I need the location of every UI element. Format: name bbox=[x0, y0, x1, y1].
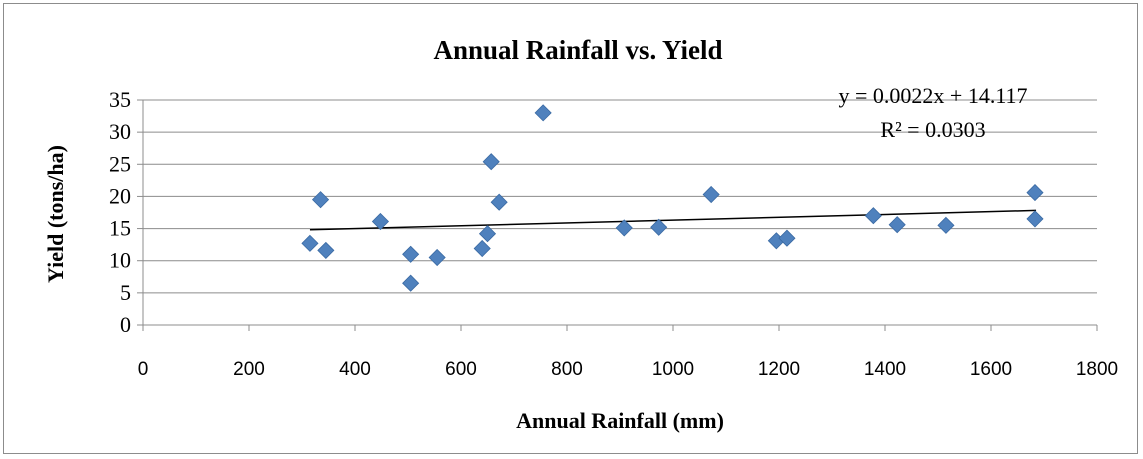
x-tick-label: 200 bbox=[233, 359, 265, 380]
data-point bbox=[402, 245, 420, 263]
x-tick-label: 400 bbox=[339, 359, 371, 380]
trendline-equation: y = 0.0022x + 14.117 bbox=[839, 83, 1028, 108]
x-tick-label: 1800 bbox=[1076, 359, 1118, 380]
axes bbox=[137, 99, 1098, 331]
x-tick-label: 1000 bbox=[652, 359, 694, 380]
data-point bbox=[371, 212, 390, 231]
trendline-group bbox=[309, 209, 1037, 231]
x-tick-label: 600 bbox=[445, 359, 477, 380]
data-point bbox=[864, 207, 882, 225]
data-point bbox=[317, 241, 335, 259]
data-point bbox=[1026, 184, 1044, 202]
data-point bbox=[650, 218, 668, 236]
data-point bbox=[482, 153, 500, 171]
x-tick-label: 1600 bbox=[970, 359, 1012, 380]
data-point bbox=[490, 193, 508, 211]
data-point bbox=[311, 191, 330, 209]
data-point bbox=[478, 225, 497, 243]
data-point bbox=[428, 248, 446, 267]
chart-title: Annual Rainfall vs. Yield bbox=[433, 35, 722, 65]
x-tick-label: 0 bbox=[138, 359, 149, 380]
y-axis-title: Yield (tons/ha) bbox=[43, 145, 68, 283]
r-squared-label: R² = 0.0303 bbox=[880, 117, 985, 142]
gridlines bbox=[143, 99, 1097, 294]
y-tick-label: 15 bbox=[109, 216, 131, 241]
data-point bbox=[888, 216, 906, 234]
x-tick-label: 1200 bbox=[758, 359, 800, 380]
x-tick-label: 800 bbox=[551, 359, 583, 380]
x-tick-label: 1400 bbox=[864, 359, 906, 380]
data-point bbox=[402, 274, 420, 292]
x-axis-title: Annual Rainfall (mm) bbox=[516, 408, 724, 433]
data-point bbox=[1026, 210, 1044, 228]
data-point bbox=[534, 104, 552, 122]
data-point bbox=[301, 234, 319, 252]
y-tick-label: 35 bbox=[109, 87, 131, 112]
x-tick-labels: 0 200 400 600 800 1000 1200 1400 1600 1800 bbox=[138, 359, 1118, 380]
trendline bbox=[309, 209, 1037, 231]
y-tick-label: 5 bbox=[120, 280, 131, 305]
data-point bbox=[615, 219, 633, 237]
y-tick-labels: 0 5 10 15 20 25 30 35 bbox=[109, 87, 131, 337]
y-tick-label: 25 bbox=[109, 151, 131, 176]
data-point bbox=[937, 216, 955, 234]
data-point bbox=[778, 229, 796, 247]
y-tick-label: 10 bbox=[109, 248, 131, 273]
y-tick-label: 30 bbox=[109, 119, 131, 144]
data-point bbox=[702, 185, 720, 204]
y-tick-label: 20 bbox=[109, 183, 131, 208]
data-point bbox=[473, 239, 491, 258]
y-tick-label: 0 bbox=[120, 312, 131, 337]
data-points bbox=[301, 104, 1044, 292]
